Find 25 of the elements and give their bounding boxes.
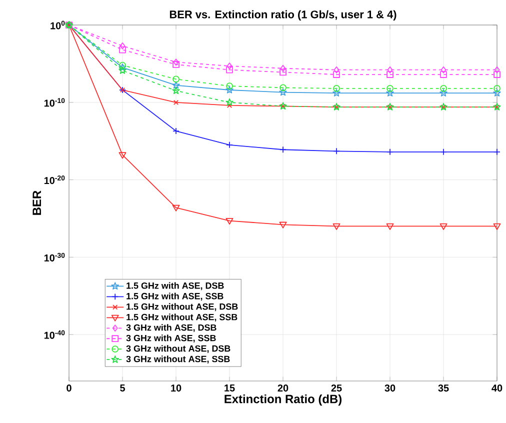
- x-tick-label: 40: [492, 384, 502, 392]
- x-tick-label: 10: [171, 384, 182, 392]
- legend-label: 3 GHz with ASE, DSB: [126, 324, 216, 332]
- legend-label: 3 GHz without ASE, DSB: [126, 345, 230, 353]
- x-tick-label: 15: [224, 384, 235, 392]
- y-tick-label: 10$^{0}$: [50, 20, 65, 30]
- y-tick-label: 10$^{-30}$: [44, 252, 65, 262]
- x-tick-label: 0: [66, 384, 72, 392]
- legend-label: 1.5 GHz without ASE, SSB: [126, 314, 238, 322]
- x-tick-label: 5: [120, 384, 125, 392]
- y-axis-title: BER: [32, 190, 41, 215]
- x-axis-title: Extinction Ratio (dB): [224, 394, 342, 406]
- x-tick-label: 35: [438, 384, 449, 392]
- chart-title: BER vs. Extinction ratio (1 Gb/s, user 1 & 4): [170, 10, 396, 20]
- y-tick-label: 10$^{-20}$: [44, 176, 65, 184]
- x-tick-label: 20: [278, 384, 288, 392]
- y-tick-label: 10$^{-40}$: [44, 330, 65, 339]
- legend-label: 1.5 GHz without ASE, DSB: [126, 303, 238, 312]
- legend-label: 3 GHz with ASE, SSB: [126, 334, 216, 343]
- legend-label: 1.5 GHz with ASE, SSB: [126, 292, 224, 301]
- y-tick-label: 10$^{-10}$: [44, 98, 65, 107]
- x-tick-label: 30: [384, 384, 396, 392]
- legend-label: 1.5 GHz with ASE, DSB: [126, 282, 224, 290]
- x-tick-label: 25: [331, 384, 342, 392]
- legend-label: 3 GHz without ASE, SSB: [126, 356, 230, 364]
